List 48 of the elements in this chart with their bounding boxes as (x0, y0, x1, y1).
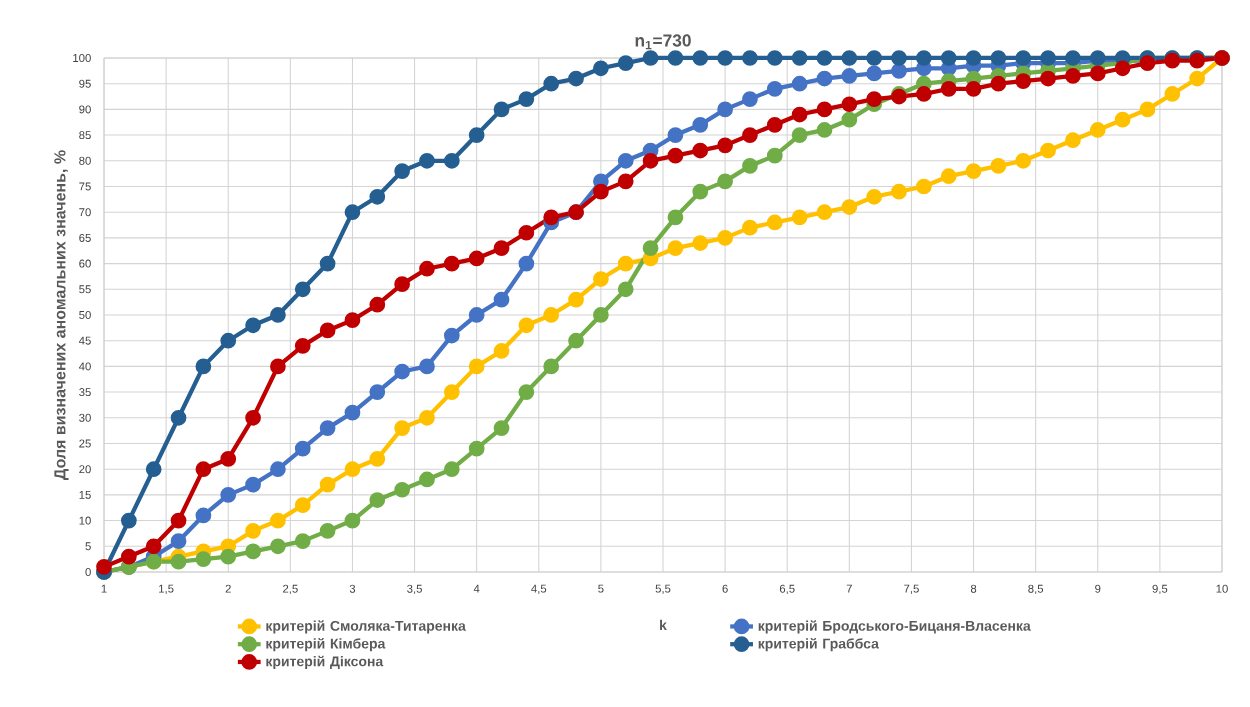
x-tick-label: 9 (1095, 584, 1101, 593)
x-tick-label: 4 (473, 584, 480, 593)
x-tick-label: 5,5 (655, 584, 671, 594)
y-tick-label: 0 (85, 567, 91, 576)
y-tick-label: 45 (78, 336, 91, 345)
y-tick-label: 75 (79, 182, 91, 191)
y-tick-label: 80 (79, 156, 91, 165)
x-tick-label: 10 (1216, 584, 1228, 593)
legend-label: критерій Смоляка-Титаренка (266, 620, 466, 634)
y-tick-label: 100 (73, 53, 91, 62)
x-axis-title: k (660, 619, 667, 630)
y-tick-label: 40 (78, 362, 91, 371)
y-tick-label: 70 (79, 208, 91, 217)
x-tick-label: 2,5 (283, 584, 298, 595)
y-tick-label: 35 (79, 388, 91, 397)
x-tick-label: 8 (970, 584, 977, 593)
y-tick-label: 15 (79, 490, 91, 499)
y-tick-label: 65 (79, 233, 91, 242)
y-tick-label: 30 (79, 413, 91, 422)
legend-label: критерій Діксона (266, 655, 384, 670)
x-tick-label: 9,5 (1152, 584, 1168, 595)
legend-label: критерій Бродського-Бицаня-Власенка (758, 620, 1031, 634)
x-tick-label: 2 (225, 584, 231, 593)
y-tick-label: 20 (79, 465, 91, 474)
y-tick-label: 55 (79, 285, 91, 294)
y-tick-label: 50 (79, 310, 91, 319)
x-tick-label: 4,5 (531, 584, 547, 594)
y-tick-label: 60 (79, 259, 91, 268)
x-tick-label: 8,5 (1028, 584, 1044, 595)
x-tick-label: 7,5 (904, 584, 919, 594)
x-tick-label: 3,5 (407, 584, 422, 595)
y-tick-label: 90 (79, 105, 91, 114)
y-tick-label: 25 (79, 439, 91, 448)
y-axis-title: Доля визначених аномальних значень, % (54, 150, 69, 480)
y-tick-label: 95 (79, 79, 91, 88)
x-tick-label: 5 (598, 584, 604, 593)
y-tick-label: 85 (79, 131, 91, 140)
x-tick-label: 1 (101, 584, 107, 593)
y-tick-label: 5 (85, 542, 91, 551)
legend-label: критерій Кімбера (266, 638, 386, 652)
chart-title: n$_{1}$=730 (635, 34, 691, 50)
x-tick-label: 6,5 (779, 584, 795, 595)
legend-label: критерій Граббса (758, 638, 879, 652)
x-tick-label: 3 (349, 584, 356, 593)
y-tick-label: 10 (79, 516, 91, 525)
x-tick-label: 6 (722, 584, 728, 593)
x-tick-label: 1,5 (159, 584, 174, 594)
x-tick-label: 7 (846, 584, 852, 593)
